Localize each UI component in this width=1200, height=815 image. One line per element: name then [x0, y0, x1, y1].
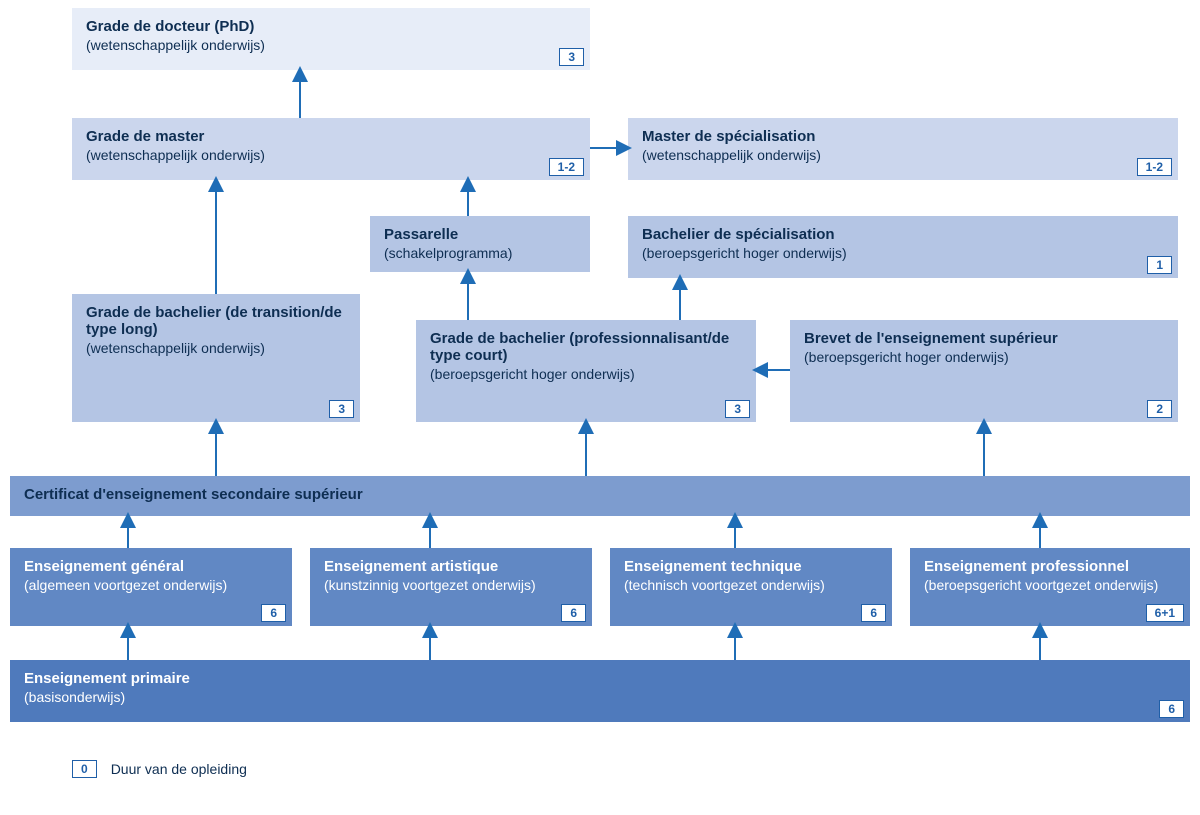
- duration-badge: 6: [861, 604, 886, 622]
- node-title: Brevet de l'enseignement supérieur: [804, 330, 1164, 347]
- node-title: Enseignement général: [24, 558, 278, 575]
- node-subtitle: (basisonderwijs): [24, 689, 1176, 705]
- node-title: Enseignement artistique: [324, 558, 578, 575]
- duration-badge: 2: [1147, 400, 1172, 418]
- node-enseignement-general: Enseignement général (algemeen voortgeze…: [10, 548, 292, 626]
- node-enseignement-artistique: Enseignement artistique (kunstzinnig voo…: [310, 548, 592, 626]
- node-subtitle: (algemeen voortgezet onderwijs): [24, 577, 278, 593]
- duration-badge: 1-2: [549, 158, 584, 176]
- node-enseignement-technique: Enseignement technique (technisch voortg…: [610, 548, 892, 626]
- node-bachelier-court: Grade de bachelier (professionnalisant/d…: [416, 320, 756, 422]
- duration-badge: 3: [559, 48, 584, 66]
- node-enseignement-primaire: Enseignement primaire (basisonderwijs) 6: [10, 660, 1190, 722]
- node-title: Enseignement professionnel: [924, 558, 1176, 575]
- node-enseignement-professionnel: Enseignement professionnel (beroepsgeric…: [910, 548, 1190, 626]
- node-subtitle: (beroepsgericht hoger onderwijs): [804, 349, 1164, 365]
- node-brevet: Brevet de l'enseignement supérieur (bero…: [790, 320, 1178, 422]
- node-subtitle: (beroepsgericht hoger onderwijs): [642, 245, 1164, 261]
- node-subtitle: (kunstzinnig voortgezet onderwijs): [324, 577, 578, 593]
- node-bachelier-long: Grade de bachelier (de transition/de typ…: [72, 294, 360, 422]
- node-master: Grade de master (wetenschappelijk onderw…: [72, 118, 590, 180]
- duration-badge: 6+1: [1146, 604, 1184, 622]
- node-subtitle: (beroepsgericht hoger onderwijs): [430, 366, 742, 382]
- duration-badge: 6: [561, 604, 586, 622]
- node-master-specialisation: Master de spécialisation (wetenschappeli…: [628, 118, 1178, 180]
- duration-badge: 1: [1147, 256, 1172, 274]
- duration-badge: 3: [725, 400, 750, 418]
- node-subtitle: (wetenschappelijk onderwijs): [86, 340, 346, 356]
- node-bachelier-specialisation: Bachelier de spécialisation (beroepsgeri…: [628, 216, 1178, 278]
- node-title: Grade de master: [86, 128, 576, 145]
- node-subtitle: (beroepsgericht voortgezet onderwijs): [924, 577, 1176, 593]
- duration-badge: 6: [1159, 700, 1184, 718]
- node-phd: Grade de docteur (PhD) (wetenschappelijk…: [72, 8, 590, 70]
- node-title: Bachelier de spécialisation: [642, 226, 1164, 243]
- node-subtitle: (wetenschappelijk onderwijs): [86, 147, 576, 163]
- node-subtitle: (wetenschappelijk onderwijs): [642, 147, 1164, 163]
- node-certificat-secondaire: Certificat d'enseignement secondaire sup…: [10, 476, 1190, 516]
- duration-badge: 1-2: [1137, 158, 1172, 176]
- node-title: Grade de docteur (PhD): [86, 18, 576, 35]
- legend: 0 Duur van de opleiding: [72, 760, 247, 778]
- node-title: Certificat d'enseignement secondaire sup…: [24, 486, 1176, 503]
- duration-badge: 6: [261, 604, 286, 622]
- node-subtitle: (wetenschappelijk onderwijs): [86, 37, 576, 53]
- node-title: Grade de bachelier (professionnalisant/d…: [430, 330, 742, 364]
- duration-badge: 3: [329, 400, 354, 418]
- legend-text: Duur van de opleiding: [111, 761, 247, 777]
- node-title: Passarelle: [384, 226, 576, 243]
- node-title: Enseignement primaire: [24, 670, 1176, 687]
- node-subtitle: (technisch voortgezet onderwijs): [624, 577, 878, 593]
- legend-badge: 0: [72, 760, 97, 778]
- node-title: Master de spécialisation: [642, 128, 1164, 145]
- node-subtitle: (schakelprogramma): [384, 245, 576, 261]
- node-title: Enseignement technique: [624, 558, 878, 575]
- node-passarelle: Passarelle (schakelprogramma): [370, 216, 590, 272]
- node-title: Grade de bachelier (de transition/de typ…: [86, 304, 346, 338]
